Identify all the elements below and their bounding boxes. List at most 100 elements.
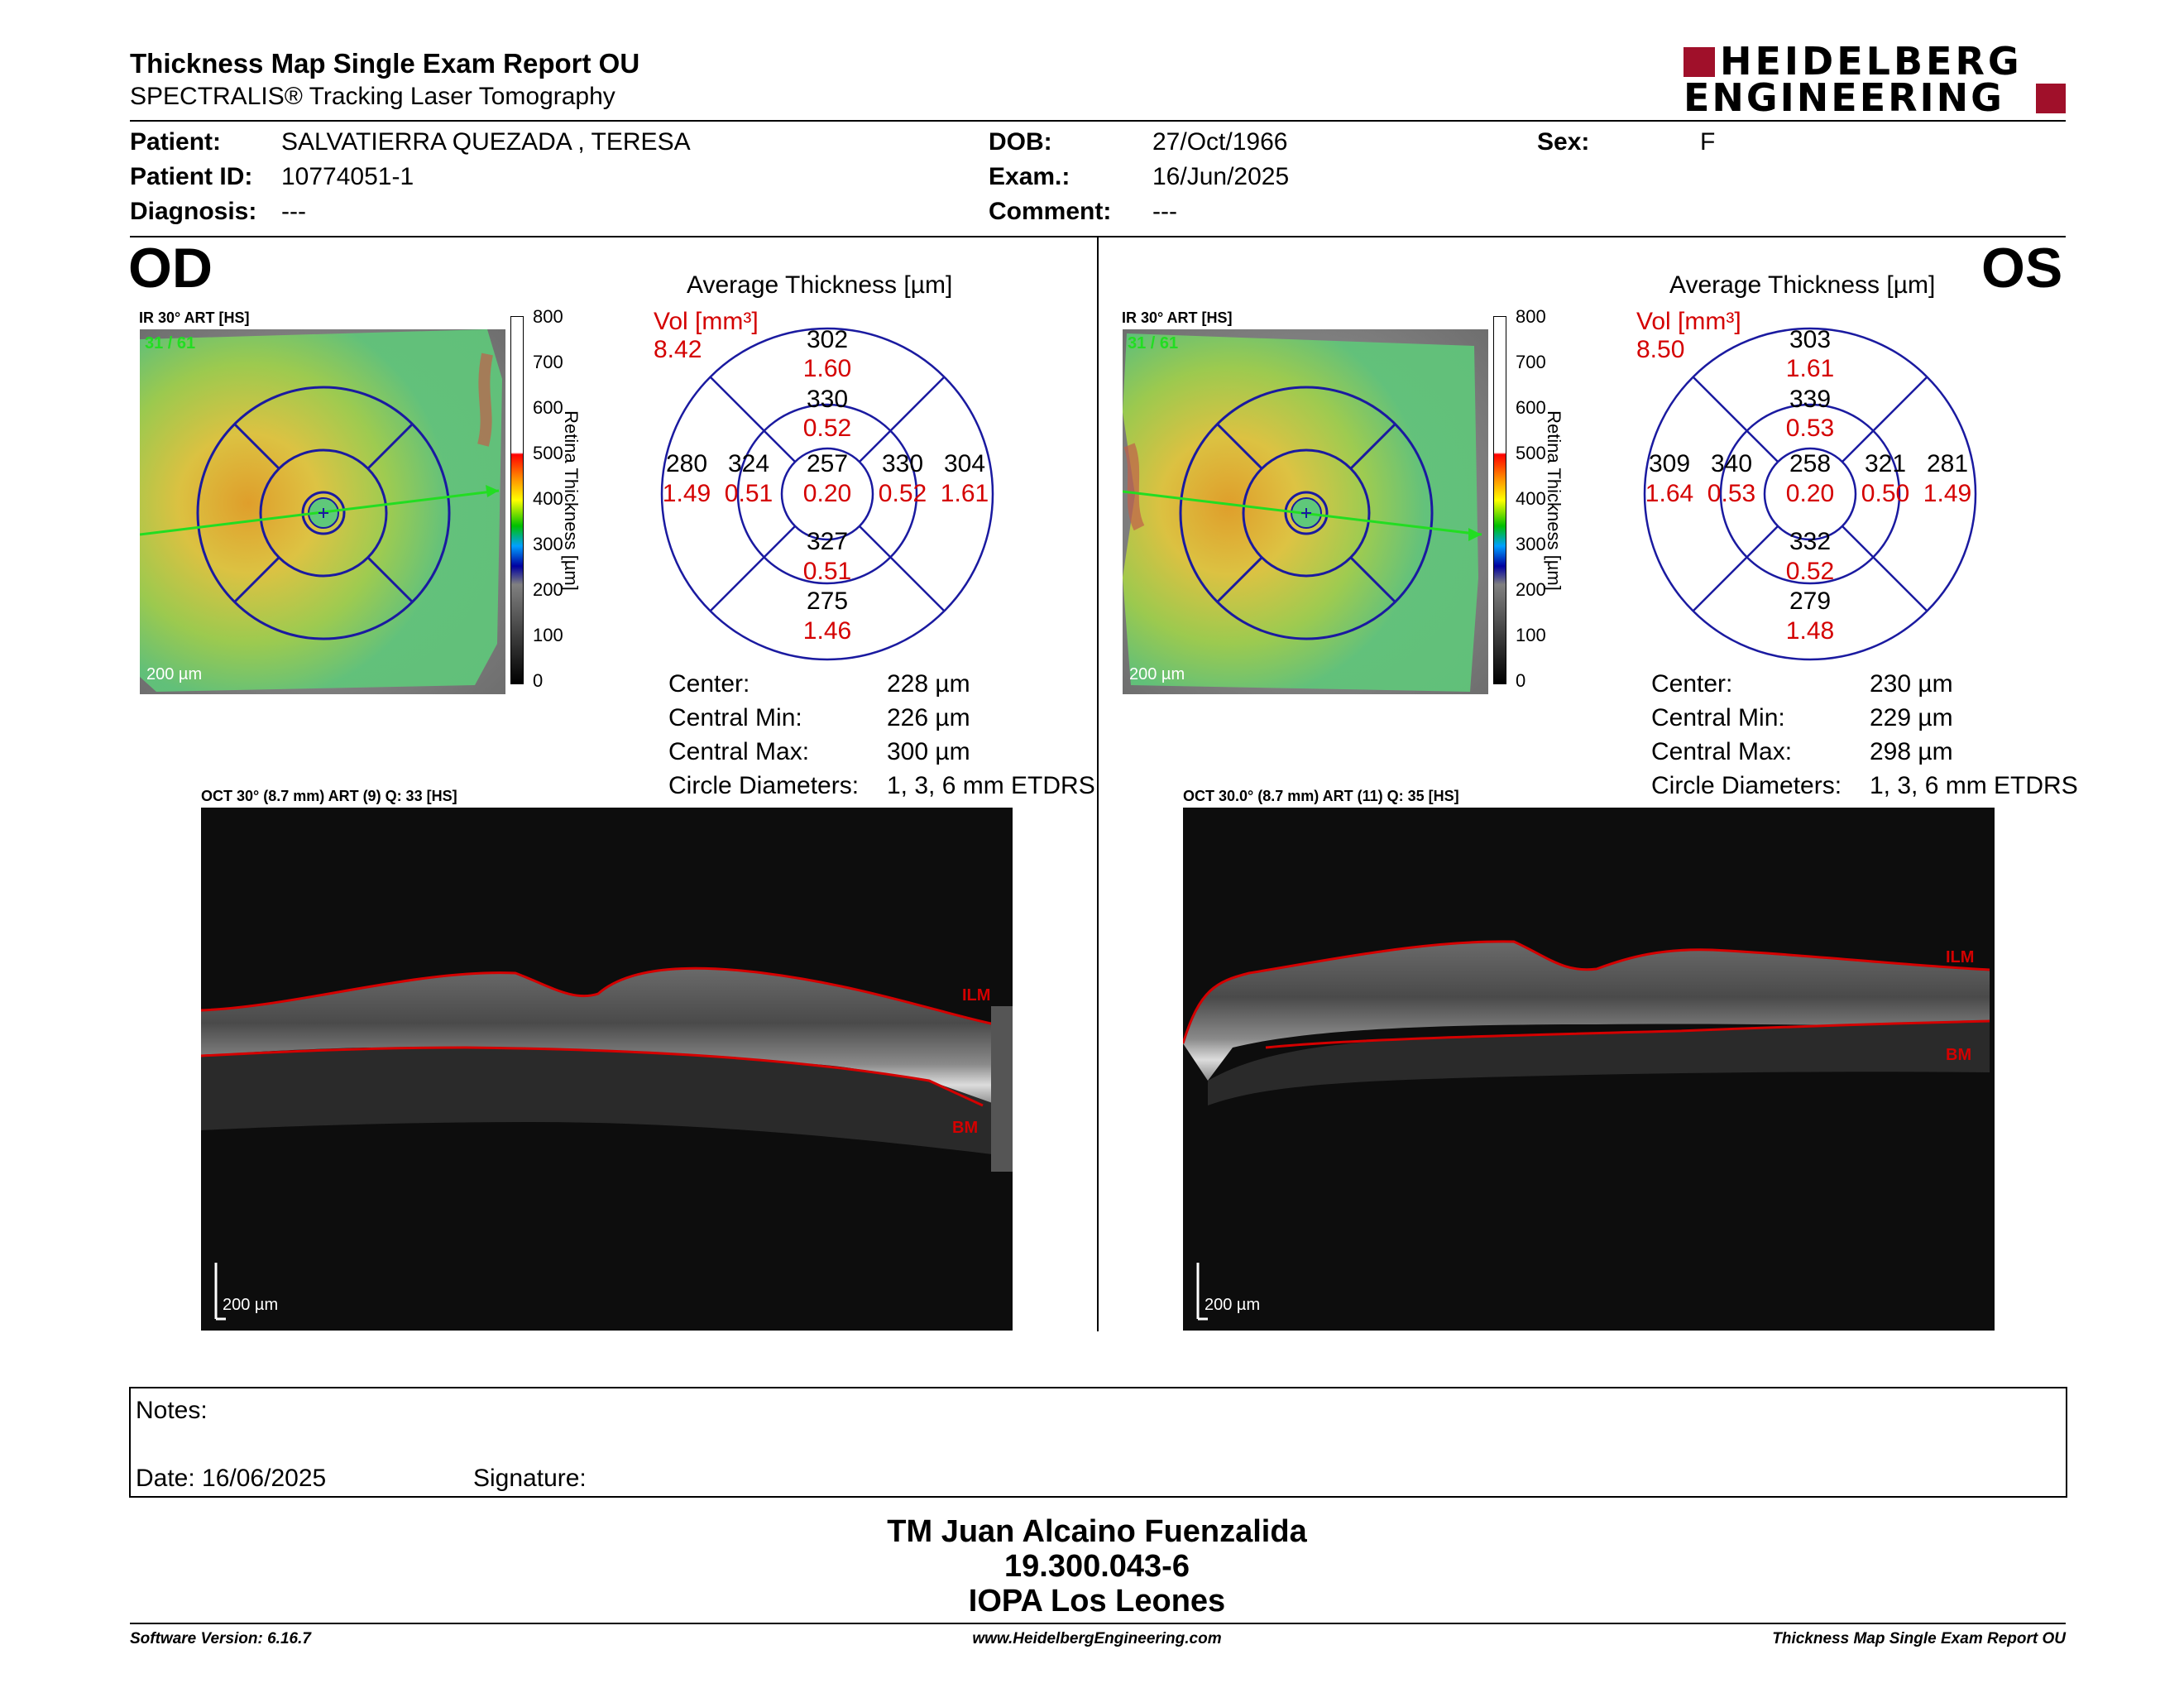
exam-label: Exam.: [989,163,1070,190]
oct-scale-os: 200 µm [1205,1296,1261,1314]
notes-box: Notes: Date: 16/06/2025 Signature: [129,1387,2067,1498]
sector-is-thick: 330 [806,386,849,413]
avg-title-os: Average Thickness [µm] [1669,271,1936,299]
sector-oi-vol: 1.46 [802,617,852,645]
colorbar-ticks-od: 800 700 600 500 400 300 200 100 0 [523,306,572,695]
frames-od: 31 / 61 [145,334,196,352]
eye-label-os: OS [1981,237,2063,300]
sex-value: F [1700,128,1716,156]
etdrs-grid-os [1643,327,1977,661]
min-label-od: Central Min: [668,704,802,731]
max-label-od: Central Max: [668,738,810,765]
sex-label: Sex: [1537,128,1590,156]
sector-c-thick: 258 [1789,450,1832,477]
heidelberg-logo: HEIDELBERG ENGINEERING [1684,39,2066,120]
exam-value: 16/Jun/2025 [1152,163,1290,190]
sector-ii-thick: 332 [1789,528,1832,555]
sector-is-vol: 0.53 [1785,415,1835,442]
sector-il-thick: 324 [727,450,770,477]
oct-label-os: OCT 30.0° (8.7 mm) ART (11) Q: 35 [HS] [1183,788,1459,804]
sector-il-vol: 0.53 [1707,480,1756,507]
ir-scale-od: 200 µm [146,665,203,683]
tick-300: 300 [1516,534,1546,554]
thickness-colorbar-os [1493,316,1506,684]
tick-100: 100 [1516,625,1546,645]
sector-ol-vol: 1.49 [662,480,711,507]
operator-rut: 19.300.043-6 [1004,1549,1190,1584]
date-label: Date: 16/06/2025 [136,1465,327,1492]
sector-ir-vol: 0.52 [878,480,927,507]
ilm-label-od: ILM [962,986,991,1005]
max-value-od: 300 µm [887,738,970,765]
ir-image-od: 31 / 61 200 µm [140,329,505,694]
sector-or-vol: 1.61 [940,480,989,507]
min-value-os: 229 µm [1870,704,1953,731]
report-subtitle: SPECTRALIS® Tracking Laser Tomography [130,83,615,110]
sector-oi-thick: 275 [806,587,849,615]
center-label-od: Center: [668,670,750,698]
tick-400: 400 [1516,488,1546,509]
sector-ol-thick: 309 [1648,450,1691,477]
sector-il-thick: 340 [1710,450,1753,477]
etdrs-grid-od [660,327,994,661]
sector-c-vol: 0.20 [802,480,852,507]
min-value-od: 226 µm [887,704,970,731]
sector-os-vol: 1.60 [802,355,852,382]
vol-label-os: Vol [mm³] [1636,308,1741,335]
sector-c-vol: 0.20 [1785,480,1835,507]
center-value-os: 230 µm [1870,670,1953,698]
sector-or-thick: 304 [943,450,986,477]
footer-report-name: Thickness Map Single Exam Report OU [1772,1630,2066,1647]
sector-or-thick: 281 [1926,450,1969,477]
sector-ii-vol: 0.51 [802,558,852,585]
patient-label: Patient: [130,128,222,156]
tick-600: 600 [533,397,563,418]
ir-label-od: IR 30° ART [HS] [139,309,250,326]
colorbar-ticks-os: 800 700 600 500 400 300 200 100 0 [1506,306,1555,695]
diam-value-os: 1, 3, 6 mm ETDRS [1870,772,2078,799]
tick-300: 300 [533,534,563,554]
patient-id-label: Patient ID: [130,163,253,190]
dob-label: DOB: [989,128,1052,156]
sector-ol-thick: 280 [665,450,708,477]
tick-800: 800 [533,306,563,327]
center-value-od: 228 µm [887,670,970,698]
min-label-os: Central Min: [1651,704,1785,731]
sector-is-thick: 339 [1789,386,1832,413]
diagnosis-value: --- [281,198,306,225]
frames-os: 31 / 61 [1128,334,1179,352]
vol-value-od: 8.42 [654,336,702,363]
avg-title-od: Average Thickness [µm] [687,271,953,299]
organization: IOPA Los Leones [968,1584,1226,1618]
sector-oi-thick: 279 [1789,587,1832,615]
sector-ol-vol: 1.64 [1645,480,1694,507]
tick-100: 100 [533,625,563,645]
signature-label: Signature: [473,1465,587,1492]
etdrs-values-os: 303 1.61 339 0.53 258 0.20 309 1.64 340 … [1642,326,1978,662]
vol-label-od: Vol [mm³] [654,308,759,335]
vol-value-os: 8.50 [1636,336,1685,363]
tick-200: 200 [1516,579,1546,600]
report-title: Thickness Map Single Exam Report OU [130,48,640,79]
website-link[interactable]: www.HeidelbergEngineering.com [972,1630,1222,1647]
bm-label-od: BM [952,1119,979,1137]
diagnosis-label: Diagnosis: [130,198,257,225]
oct-scale-od: 200 µm [223,1296,279,1314]
logo-text-heidelberg: HEIDELBERG [1720,39,2023,84]
tick-500: 500 [1516,443,1546,463]
sector-is-vol: 0.52 [802,415,852,442]
patient-id: 10774051-1 [281,163,414,190]
notes-label: Notes: [136,1397,208,1424]
thickness-colorbar-od [510,316,524,684]
operator-name: TM Juan Alcaino Fuenzalida [887,1514,1307,1549]
logo-text-engineering: ENGINEERING [1684,75,2004,120]
tick-0: 0 [533,670,544,691]
etdrs-values-od: 302 1.60 330 0.52 257 0.20 280 1.49 324 … [659,326,995,662]
oct-image-os: ILM BM 200 µm [1183,808,1995,1331]
tick-200: 200 [533,579,563,600]
software-version: Software Version: 6.16.7 [130,1630,311,1647]
ir-image-os: 31 / 61 200 µm [1123,329,1488,694]
comment-label: Comment: [989,198,1112,225]
patient-name: SALVATIERRA QUEZADA , TERESA [281,128,691,156]
center-label-os: Center: [1651,670,1733,698]
